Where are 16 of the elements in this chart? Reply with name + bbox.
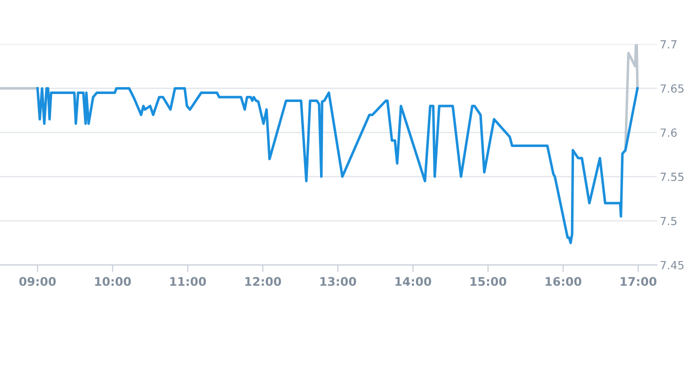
y-tick-label: 7.45 xyxy=(660,261,684,270)
line-series xyxy=(36,87,639,244)
x-tick-label: 12:00 xyxy=(245,277,282,286)
x-tick-label: 09:00 xyxy=(19,277,56,286)
x-tick-label: 11:00 xyxy=(170,277,206,286)
y-tick-label: 7.7 xyxy=(660,40,676,48)
x-tick-label: 13:00 xyxy=(320,277,356,286)
x-tick-label: 17:00 xyxy=(620,277,656,286)
y-tick-label: 7.65 xyxy=(660,84,684,93)
y-tick-label: 7.5 xyxy=(660,216,676,226)
y-tick-label: 7.6 xyxy=(660,128,677,137)
x-tick-label: 15:00 xyxy=(470,277,506,286)
x-tick-label: 10:00 xyxy=(95,277,131,286)
x-tick-label: 14:00 xyxy=(395,277,432,286)
y-tick-label: 7.55 xyxy=(660,172,684,182)
x-tick-label: 16:00 xyxy=(546,277,582,286)
